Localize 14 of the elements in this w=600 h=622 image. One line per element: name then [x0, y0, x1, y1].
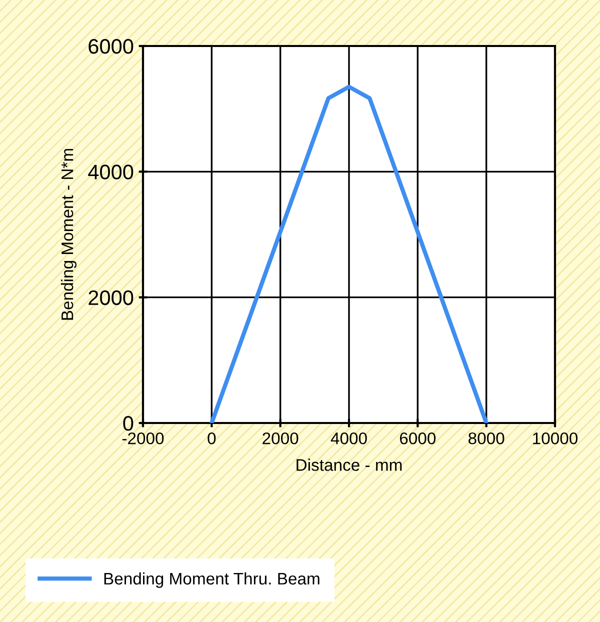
x-tick-label: 6000 [400, 432, 436, 444]
x-tick-label: 2000 [262, 432, 298, 444]
x-axis-title: Distance - mm [296, 458, 402, 471]
y-tick-label: 6000 [88, 39, 134, 54]
x-tick-label: 8000 [468, 432, 504, 444]
y-axis-title: Bending Moment - N*m [60, 148, 77, 320]
legend-label: Bending Moment Thru. Beam [104, 572, 320, 588]
x-tick-label: 0 [208, 432, 216, 444]
x-tick-label: -2000 [122, 432, 164, 444]
x-tick-label: 4000 [330, 432, 367, 444]
y-tick-label: 0 [123, 416, 134, 431]
y-tick-label: 2000 [88, 290, 134, 306]
y-tick-label: 4000 [88, 164, 134, 180]
x-tick-label: 10000 [533, 432, 578, 444]
